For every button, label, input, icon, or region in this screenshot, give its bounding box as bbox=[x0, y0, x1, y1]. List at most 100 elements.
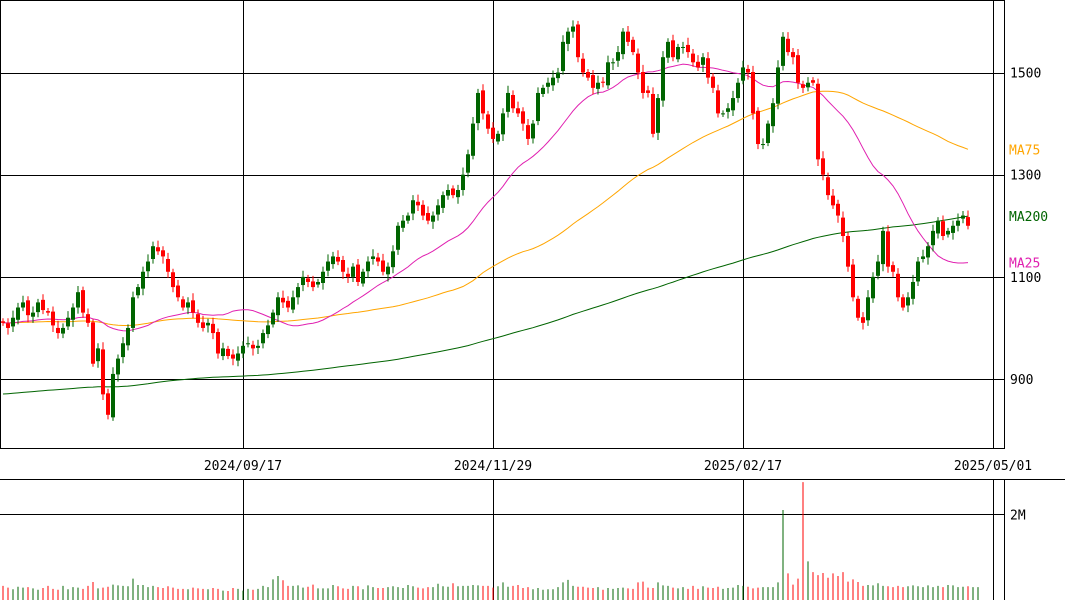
candle bbox=[571, 20, 575, 38]
candle bbox=[691, 49, 695, 67]
candle bbox=[661, 51, 665, 107]
volume-panel: 2M bbox=[0, 480, 1026, 600]
candle bbox=[181, 296, 185, 311]
candle bbox=[216, 328, 220, 359]
candle bbox=[936, 217, 940, 239]
ma200-line bbox=[2, 215, 969, 395]
candle bbox=[31, 306, 35, 323]
candle bbox=[226, 345, 230, 360]
candle bbox=[281, 290, 285, 309]
candle bbox=[961, 210, 965, 224]
ma75-line bbox=[2, 90, 969, 326]
candle bbox=[131, 291, 135, 333]
candle bbox=[536, 87, 540, 126]
candle bbox=[346, 267, 350, 283]
candle bbox=[466, 149, 470, 178]
candle bbox=[531, 120, 535, 144]
candle bbox=[836, 199, 840, 223]
candle bbox=[396, 222, 400, 255]
candle bbox=[176, 279, 180, 302]
price-tick-label: 900 bbox=[1010, 373, 1033, 388]
candle bbox=[201, 315, 205, 332]
price-panel-border bbox=[0, 0, 1005, 449]
candle bbox=[481, 84, 485, 120]
candle bbox=[586, 68, 590, 81]
candle bbox=[76, 286, 80, 314]
ma25-label: MA25 bbox=[1009, 257, 1040, 272]
candle bbox=[1, 318, 5, 326]
candle bbox=[26, 296, 30, 323]
candle bbox=[941, 215, 945, 241]
candle bbox=[256, 339, 260, 355]
candle bbox=[141, 266, 145, 296]
candle bbox=[636, 48, 640, 80]
candle bbox=[221, 342, 225, 361]
candle bbox=[96, 343, 100, 368]
candle bbox=[876, 254, 880, 280]
price-panel: 1500 1300 1100 900 MA75 MA200 MA25 bbox=[0, 0, 1048, 449]
candle bbox=[36, 298, 40, 318]
candle bbox=[56, 320, 60, 339]
candle bbox=[331, 251, 335, 269]
candle bbox=[956, 213, 960, 232]
candle bbox=[896, 268, 900, 302]
candle bbox=[361, 268, 365, 287]
candle bbox=[786, 32, 790, 56]
candle bbox=[246, 336, 250, 348]
candle bbox=[121, 337, 125, 364]
candle bbox=[716, 84, 720, 118]
candle bbox=[376, 252, 380, 267]
candle bbox=[136, 284, 140, 299]
candle bbox=[171, 268, 175, 293]
candle bbox=[581, 53, 585, 77]
candle bbox=[271, 309, 275, 328]
volume-grid bbox=[0, 480, 1004, 600]
candle bbox=[166, 252, 170, 278]
candle bbox=[326, 254, 330, 277]
candle bbox=[791, 47, 795, 65]
candle bbox=[86, 308, 90, 327]
candle bbox=[291, 290, 295, 314]
volume-bars bbox=[2, 482, 979, 600]
candlesticks bbox=[1, 20, 970, 421]
candle bbox=[641, 64, 645, 99]
candle bbox=[551, 70, 555, 91]
candle bbox=[451, 185, 455, 199]
candle bbox=[951, 220, 955, 240]
candle bbox=[736, 78, 740, 103]
candle bbox=[621, 28, 625, 60]
candle bbox=[431, 211, 435, 229]
candle bbox=[276, 292, 280, 322]
candle bbox=[866, 290, 870, 326]
candle bbox=[161, 246, 165, 264]
ma75-label: MA75 bbox=[1009, 143, 1040, 158]
candle bbox=[916, 256, 920, 287]
candle bbox=[191, 293, 195, 319]
candle bbox=[156, 240, 160, 255]
candle bbox=[626, 26, 630, 46]
candle bbox=[671, 34, 675, 62]
candle bbox=[101, 342, 105, 400]
candle bbox=[946, 227, 950, 238]
candle bbox=[286, 296, 290, 313]
candle bbox=[461, 167, 465, 196]
candle bbox=[906, 292, 910, 313]
candle bbox=[441, 191, 445, 214]
candle bbox=[386, 262, 390, 282]
candle bbox=[576, 20, 580, 63]
candle bbox=[566, 27, 570, 52]
candle bbox=[231, 349, 235, 366]
candle bbox=[901, 294, 905, 311]
candle bbox=[446, 184, 450, 200]
price-tick-label: 1300 bbox=[1010, 169, 1041, 184]
candle bbox=[721, 110, 725, 117]
candle bbox=[696, 55, 700, 71]
candle bbox=[196, 309, 200, 328]
candle bbox=[781, 32, 785, 71]
candle bbox=[756, 107, 760, 150]
candle bbox=[126, 324, 130, 351]
candle bbox=[891, 261, 895, 277]
candle bbox=[851, 258, 855, 302]
candle bbox=[771, 98, 775, 133]
